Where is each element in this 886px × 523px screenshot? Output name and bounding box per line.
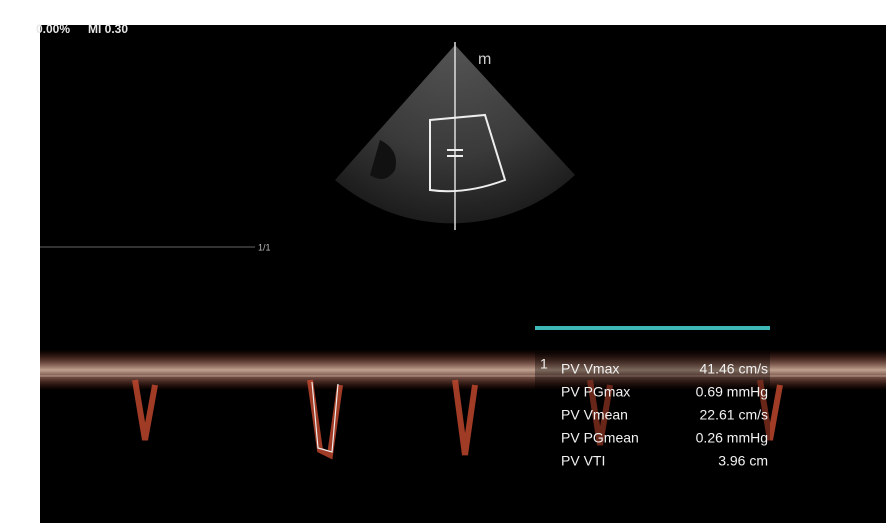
measure-label: PV PGmax (561, 384, 630, 400)
measure-index: 1 (540, 356, 548, 372)
measure-value: 41.46 cm/s (700, 361, 768, 377)
mi-label: MI 0.30 (88, 22, 128, 36)
measure-value: 3.96 cm (718, 453, 768, 469)
measure-label: PV VTI (561, 453, 605, 469)
measure-label: PV Vmax (561, 361, 619, 377)
measure-value: 0.26 mmHg (696, 430, 768, 446)
measure-label: PV PGmean (561, 430, 639, 446)
measure-value: 0.69 mmHg (696, 384, 768, 400)
frame-label: 1/1 (258, 242, 271, 252)
depth-marker: m (478, 51, 491, 68)
measure-label: PV Vmean (561, 407, 628, 423)
ultrasound-screen: 0.00% MI 0.30 m 1/1 1 PV Vmax 41.46 cm/s P… (0, 0, 886, 523)
power-label: 0.00% (36, 22, 70, 36)
measure-value: 22.61 cm/s (700, 407, 768, 423)
